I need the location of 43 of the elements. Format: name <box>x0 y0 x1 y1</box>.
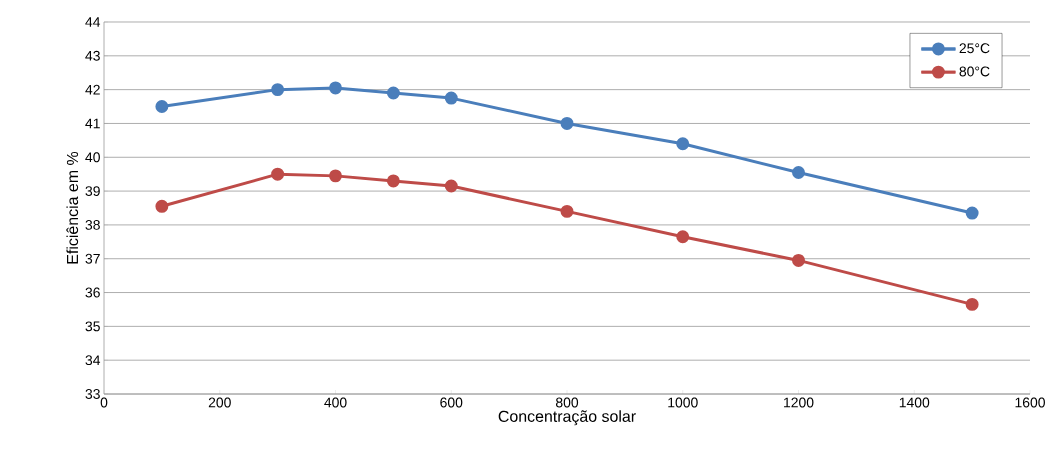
point <box>444 179 458 193</box>
y-tick-label: 43 <box>85 50 100 61</box>
y-tick-label: 35 <box>85 321 100 332</box>
point <box>155 100 169 114</box>
point <box>155 199 169 213</box>
x-tick-label: 400 <box>324 397 347 408</box>
legend-label: 25°C <box>959 43 990 54</box>
y-tick-label: 36 <box>85 287 100 298</box>
point <box>676 230 690 244</box>
point <box>965 297 979 311</box>
y-tick-label: 34 <box>85 355 101 366</box>
point <box>792 166 805 179</box>
x-tick-label: 200 <box>208 397 231 408</box>
point <box>792 253 805 267</box>
point <box>560 116 574 130</box>
x-tick-label: 1000 <box>668 397 698 408</box>
point <box>271 83 285 97</box>
x-tick-label: 1400 <box>899 397 930 408</box>
y-tick-label: 37 <box>85 253 100 264</box>
x-tick-label: 600 <box>440 397 463 408</box>
point <box>676 137 690 151</box>
y-tick-label: 33 <box>85 389 100 399</box>
y-tick-label: 41 <box>85 118 100 129</box>
legend-label: 80°C <box>959 66 990 77</box>
point <box>444 91 458 105</box>
point <box>271 167 285 181</box>
point <box>965 206 979 220</box>
y-tick-label: 40 <box>85 152 100 163</box>
y-axis-title: Eficiência em % <box>66 151 79 264</box>
point <box>329 169 342 183</box>
y-tick-label: 42 <box>85 84 100 95</box>
x-axis-title: Concentração solar <box>498 410 636 426</box>
x-tick-label: 1200 <box>784 397 814 408</box>
x-tick-label: 1600 <box>1015 397 1045 408</box>
x-tick-label: 0 <box>100 397 108 408</box>
point <box>329 81 342 95</box>
point <box>386 86 400 100</box>
y-tick-label: 39 <box>85 186 100 197</box>
y-tick-label: 38 <box>85 219 100 230</box>
point <box>560 204 574 218</box>
point <box>386 174 400 188</box>
x-tick-label: 800 <box>555 397 579 408</box>
y-tick-label: 44 <box>85 17 101 27</box>
